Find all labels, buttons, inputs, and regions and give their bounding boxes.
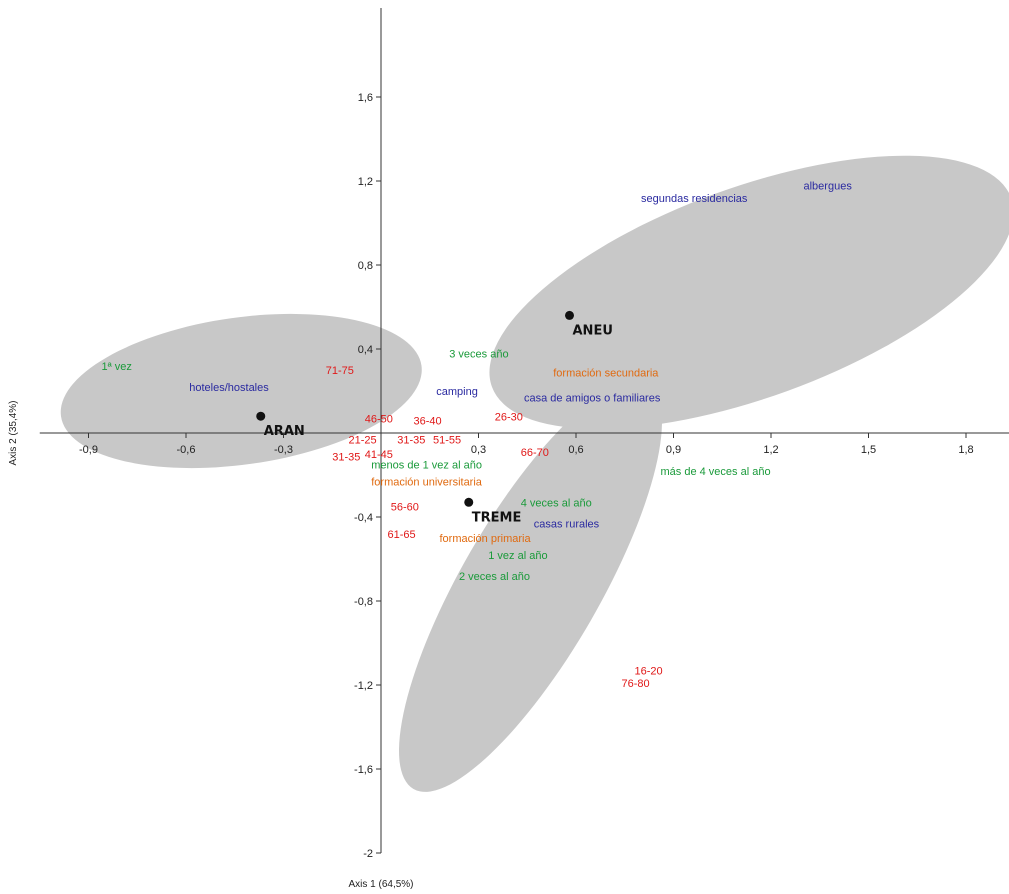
x-tick-label: -0,6 <box>177 444 196 456</box>
y-tick-label: 1,6 <box>358 92 373 104</box>
x-tick-label: 1,5 <box>861 444 876 456</box>
accommodation-label-casa-de-amigos-o-familiares: casa de amigos o familiares <box>524 393 661 405</box>
age-label-46-50: 46-50 <box>365 414 393 426</box>
centroid-label-aneu: ANEU <box>573 323 613 338</box>
frequency-label-3-veces-ano: 3 veces año <box>449 348 508 360</box>
frequency-label-1-vez-al-ano: 1 vez al año <box>488 550 547 562</box>
age-label-76-80: 76-80 <box>622 678 650 690</box>
y-tick-label: 0,8 <box>358 260 373 272</box>
y-tick-label: 1,2 <box>358 176 373 188</box>
x-tick-label: 0,9 <box>666 444 681 456</box>
accommodation-label-segundas-residencias: segundas residencias <box>641 193 748 205</box>
frequency-label-4-veces-al-ano: 4 veces al año <box>521 498 592 510</box>
education-label-formacion-universitaria: formación universitaria <box>371 477 483 489</box>
x-tick-label: -0,3 <box>274 444 293 456</box>
frequency-label-mas-de-4-veces-al-ano: más de 4 veces al año <box>661 466 771 478</box>
age-label-56-60: 56-60 <box>391 502 419 514</box>
group-ellipse-1 <box>60 313 422 469</box>
age-label-71-75: 71-75 <box>326 365 354 377</box>
y-tick-label: -1,6 <box>354 764 373 776</box>
group-ellipse-2 <box>489 155 1009 429</box>
centroid-marker-aneu <box>565 310 574 320</box>
group-centroids: ANEU ARAN TREME <box>256 310 613 525</box>
accommodation-label-hoteles-hostales: hoteles/hostales <box>189 382 269 394</box>
age-label-51-55: 51-55 <box>433 435 461 447</box>
centroid-marker-treme <box>464 497 474 507</box>
centroid-label-treme: TREME <box>472 510 522 525</box>
frequency-label-2-veces-al-ano: 2 veces al año <box>459 571 530 583</box>
category-labels: 1ª vez 3 veces año menos de 1 vez al año má… <box>102 180 853 690</box>
axes <box>39 8 1009 853</box>
accommodation-label-camping: camping <box>436 386 478 398</box>
frequency-label-menos-de-1-vez-al-ano: menos de 1 vez al año <box>371 460 482 472</box>
y-tick-label: -0,8 <box>354 596 373 608</box>
age-label-26-30: 26-30 <box>495 411 523 423</box>
age-label-61-65: 61-65 <box>388 529 416 541</box>
accommodation-label-casas-rurales: casas rurales <box>534 519 600 531</box>
age-label-31-35: 31-35 <box>397 435 425 447</box>
x-tick-label: 1,8 <box>958 444 973 456</box>
age-label-66-70: 66-70 <box>521 447 549 459</box>
centroid-marker-aran <box>256 411 266 421</box>
age-label-36-40: 36-40 <box>414 416 442 428</box>
x-axis-title: Axis 1 (64,5%) <box>348 879 413 890</box>
age-label-31-35: 31-35 <box>332 451 360 463</box>
education-label-formacion-secundaria: formación secundaria <box>553 367 659 379</box>
centroid-label-aran: ARAN <box>264 424 305 439</box>
y-tick-label: -1,2 <box>354 680 373 692</box>
axis-ticks: -0,9 -0,6 -0,3 0,3 0,6 0,9 1,2 1,5 1,8 1,6 1,2 0,8 0… <box>79 92 974 860</box>
age-label-21-25: 21-25 <box>349 435 377 447</box>
accommodation-label-albergues: albergues <box>804 180 853 192</box>
x-tick-label: 1,2 <box>763 444 778 456</box>
y-tick-label: -0,4 <box>354 512 373 524</box>
frequency-label-1-vez: 1ª vez <box>102 361 132 373</box>
education-label-formacion-primaria: formación primaria <box>440 533 532 545</box>
y-axis-title: Axis 2 (35,4%) <box>8 400 19 465</box>
age-label-16-20: 16-20 <box>635 666 663 678</box>
x-tick-label: 0,3 <box>471 444 486 456</box>
y-tick-label: 0,4 <box>358 344 373 356</box>
group-ellipses <box>60 155 1009 792</box>
x-tick-label: -0,9 <box>79 444 98 456</box>
x-tick-label: 0,6 <box>568 444 583 456</box>
group-ellipse-3 <box>399 380 662 792</box>
y-tick-label: -2 <box>363 848 373 860</box>
age-label-41-45: 41-45 <box>365 449 393 461</box>
